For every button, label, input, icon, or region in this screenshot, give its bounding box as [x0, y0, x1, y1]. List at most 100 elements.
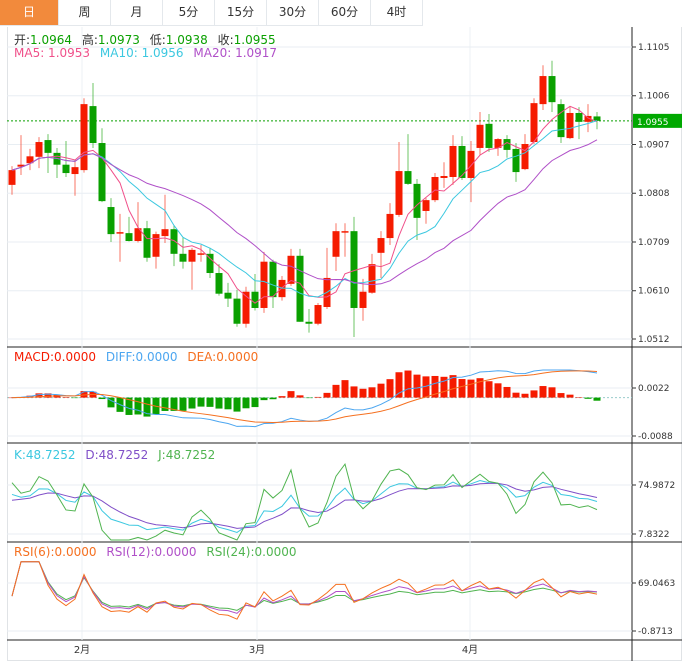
- macd-bar-down: [584, 397, 592, 399]
- macd-bar-up: [449, 375, 457, 398]
- macd-bar-down: [134, 397, 142, 415]
- macd-bar-down: [170, 397, 178, 411]
- macd-bar-down: [107, 397, 115, 408]
- open-value: 1.0964: [30, 33, 73, 47]
- high-label: 高:: [81, 33, 98, 47]
- macd-bar-down: [188, 397, 196, 409]
- candle-down: [269, 261, 277, 298]
- price-tick-label: 1.0709: [638, 238, 670, 248]
- candle-up: [71, 167, 79, 175]
- macd-bar-down: [215, 397, 223, 409]
- macd-bar-up: [512, 392, 520, 398]
- tab-7[interactable]: 4时: [371, 0, 423, 25]
- macd-bar-up: [314, 396, 322, 398]
- candle-up: [386, 213, 394, 239]
- tab-4[interactable]: 15分: [215, 0, 267, 25]
- sub-tick-label: 69.0463: [638, 579, 675, 589]
- candle-down: [179, 253, 187, 262]
- dea-legend: DEA:0.0000: [187, 350, 259, 364]
- candle-up: [521, 144, 529, 170]
- d-line: [11, 482, 598, 529]
- candle-up: [584, 115, 592, 122]
- open-label: 开:: [14, 33, 31, 47]
- candle-up: [242, 291, 250, 324]
- month-label: 4月: [462, 644, 478, 656]
- candle-down: [350, 231, 358, 308]
- rsi24-legend: RSI(24):0.0000: [206, 545, 297, 559]
- tab-3[interactable]: 5分: [163, 0, 215, 25]
- macd-bar-down: [71, 397, 79, 399]
- low-label: 低:: [149, 33, 166, 47]
- macd-bar-up: [476, 378, 484, 398]
- chart-frame: [7, 27, 682, 661]
- candle-up: [17, 164, 25, 167]
- candle-down: [62, 164, 70, 174]
- candle-up: [188, 249, 196, 262]
- ma10-line: [11, 120, 598, 298]
- candle-up: [152, 234, 160, 257]
- macd-bar-down: [593, 397, 601, 401]
- macd-bar-up: [530, 390, 538, 398]
- kdj-legend: K:48.7252 D:48.7252 J:48.7252: [14, 448, 221, 462]
- macd-bar-up: [467, 379, 475, 398]
- candle-down: [170, 229, 178, 254]
- macd-bar-up: [431, 375, 439, 398]
- candle-down: [305, 321, 313, 324]
- tab-1[interactable]: 周: [59, 0, 111, 25]
- tab-5[interactable]: 30分: [267, 0, 319, 25]
- k-line: [11, 480, 598, 534]
- candle-down: [125, 233, 133, 242]
- macd-bar-up: [440, 376, 448, 398]
- candle-up: [476, 124, 484, 148]
- candle-up: [287, 255, 295, 284]
- low-value: 1.0938: [165, 33, 208, 47]
- candle-down: [575, 112, 583, 122]
- candle-up: [341, 231, 349, 233]
- candle-up: [494, 139, 502, 148]
- tab-2[interactable]: 月: [111, 0, 163, 25]
- tab-6[interactable]: 60分: [319, 0, 371, 25]
- price-tick-label: 1.0512: [638, 335, 670, 345]
- candle-down: [296, 255, 304, 322]
- macd-bar-down: [143, 397, 151, 417]
- ma20-legend: MA20: 1.0917: [193, 46, 278, 60]
- last-price-label: 1.0955: [637, 118, 669, 128]
- candle-up: [368, 264, 376, 293]
- j-legend: J:48.7252: [158, 448, 216, 462]
- candle-down: [557, 104, 565, 138]
- rsi12-line: [11, 561, 598, 614]
- macd-bar-up: [80, 391, 88, 398]
- macd-bar-up: [8, 397, 16, 399]
- macd-bar-up: [566, 394, 574, 398]
- macd-bar-down: [161, 397, 169, 411]
- sub-tick-label: -0.0088: [638, 432, 673, 442]
- candle-up: [26, 156, 34, 164]
- candle-up: [530, 103, 538, 143]
- macd-bar-up: [386, 379, 394, 398]
- sub-tick-label: -0.8713: [638, 627, 673, 637]
- macd-bar-down: [269, 397, 277, 400]
- candle-up: [359, 291, 367, 308]
- macd-bar-down: [260, 397, 268, 401]
- macd-bar-up: [494, 383, 502, 398]
- candle-up: [314, 305, 322, 324]
- rsi12-legend: RSI(12):0.0000: [106, 545, 197, 559]
- tab-0[interactable]: 日: [0, 0, 59, 25]
- sub-tick-label: 7.8322: [638, 530, 670, 540]
- candle-down: [98, 143, 106, 202]
- price-tick-label: 1.1006: [638, 92, 670, 102]
- k-legend: K:48.7252: [14, 448, 76, 462]
- rsi-legend: RSI(6):0.0000 RSI(12):0.0000 RSI(24):0.0…: [14, 545, 303, 559]
- macd-bar-up: [350, 386, 358, 398]
- macd-bar-down: [197, 397, 205, 407]
- macd-bar-down: [125, 397, 133, 415]
- d-legend: D:48.7252: [85, 448, 149, 462]
- macd-bar-up: [35, 393, 43, 398]
- candle-down: [593, 116, 601, 121]
- rsi6-legend: RSI(6):0.0000: [14, 545, 97, 559]
- macd-bar-up: [341, 380, 349, 398]
- macd-bar-up: [485, 381, 493, 398]
- month-label: 3月: [249, 644, 265, 656]
- last-price-badge: [633, 113, 682, 128]
